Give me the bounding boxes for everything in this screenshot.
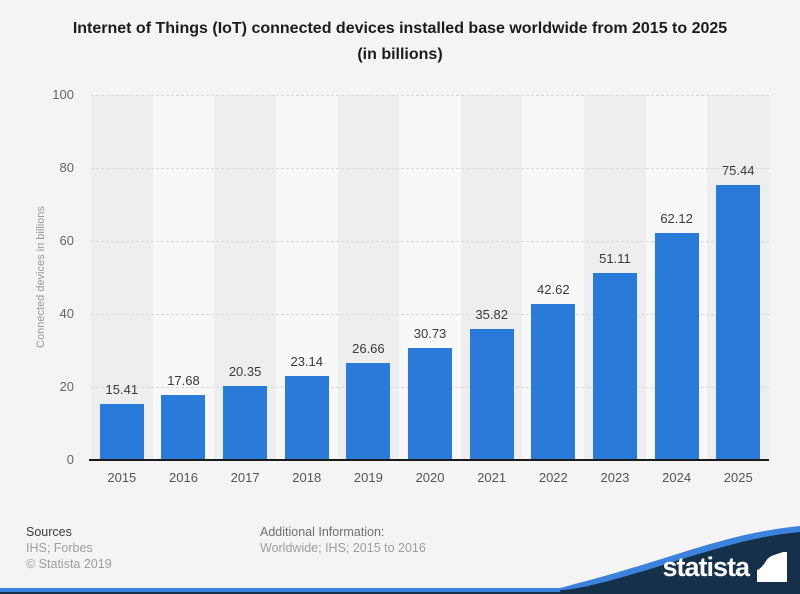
- bar-value-label: 42.62: [537, 282, 570, 297]
- y-tick-label: 20: [59, 379, 74, 394]
- y-tick-label: 40: [59, 306, 74, 321]
- x-tick-label: 2024: [662, 470, 692, 485]
- chart-column: 51.11 2023: [584, 95, 646, 485]
- chart-column: 42.62 2022: [522, 95, 585, 485]
- chart-column: 23.14 2018: [275, 95, 338, 485]
- gridline: [91, 95, 769, 96]
- bar-value-label: 23.14: [290, 354, 324, 369]
- bar-value-label: 26.66: [352, 341, 385, 356]
- chart-column: 62.12 2024: [645, 95, 708, 485]
- plot-area: 15.41 2015 17.68 2016 20.35 2017 23.14 2018 26.6…: [89, 95, 770, 485]
- bar: [654, 233, 699, 460]
- bar-value-label: 51.11: [599, 251, 631, 266]
- x-tick-label: 2016: [169, 470, 198, 485]
- y-axis-ticks: 0 20 40 60 80 100: [0, 87, 74, 467]
- footer-blue-strip: [0, 588, 800, 592]
- gridline: [91, 314, 769, 315]
- additional-info-block: Additional Information: Worldwide; IHS; …: [260, 524, 426, 556]
- bar-value-label: 62.12: [660, 211, 693, 226]
- statista-footer-curve: [560, 526, 800, 594]
- x-tick-label: 2025: [723, 470, 753, 485]
- x-tick-label: 2023: [600, 470, 630, 485]
- copyright-text: © Statista 2019: [26, 557, 112, 571]
- x-tick-label: 2015: [107, 470, 137, 485]
- bar-value-label: 75.44: [721, 163, 755, 178]
- chart-subtitle: (in billions): [357, 46, 443, 63]
- sources-value: IHS; Forbes: [26, 541, 93, 555]
- chart-column: 15.41 2015: [91, 95, 153, 485]
- chart-column: 20.35 2017: [214, 95, 276, 485]
- gridline: [91, 168, 769, 169]
- chart-column: 75.44 2025: [707, 95, 770, 485]
- footer-navy-strip: [0, 592, 800, 594]
- chart-title: Internet of Things (IoT) connected devic…: [72, 20, 728, 37]
- bar: [716, 185, 761, 460]
- curve-navy-layer: [560, 532, 800, 594]
- x-tick-label: 2018: [292, 470, 322, 485]
- bar: [346, 363, 391, 460]
- bar-value-label: 20.35: [228, 364, 262, 379]
- bar: [284, 376, 329, 460]
- bar: [469, 329, 514, 460]
- x-tick-label: 2019: [353, 470, 383, 485]
- bar: [223, 386, 268, 460]
- additional-info-value: Worldwide; IHS; 2015 to 2016: [260, 541, 426, 555]
- y-tick-label: 100: [52, 87, 74, 102]
- x-tick-label: 2021: [477, 470, 507, 485]
- bar-value-label: 15.41: [105, 382, 139, 397]
- y-tick-label: 80: [59, 160, 74, 175]
- bar-value-label: 30.73: [413, 326, 447, 341]
- x-tick-label: 2017: [230, 470, 260, 485]
- chart-column: 26.66 2019: [337, 95, 400, 485]
- chart-column: 30.73 2020: [399, 95, 461, 485]
- sources-block: Sources IHS; Forbes © Statista 2019: [26, 524, 112, 572]
- chart-column: 17.68 2016: [152, 95, 215, 485]
- x-axis-line: [89, 459, 769, 461]
- y-tick-label: 60: [59, 233, 74, 248]
- sources-label: Sources: [26, 525, 72, 539]
- statista-logo-icon: [757, 552, 787, 582]
- chart-column: 35.82 2021: [460, 95, 523, 485]
- additional-info-label: Additional Information:: [260, 525, 385, 539]
- bar-value-label: 17.68: [167, 373, 200, 388]
- x-tick-label: 2020: [415, 470, 445, 485]
- bar: [408, 348, 453, 460]
- bar: [531, 304, 576, 460]
- bar-value-label: 35.82: [475, 307, 508, 322]
- bar: [99, 404, 144, 460]
- logo-icon-wave: [757, 552, 783, 570]
- statista-logo-text: statista: [662, 552, 750, 582]
- y-tick-label: 0: [66, 452, 74, 467]
- x-tick-label: 2022: [538, 470, 568, 485]
- bar: [161, 395, 206, 460]
- bar: [592, 273, 637, 460]
- gridline: [91, 241, 769, 242]
